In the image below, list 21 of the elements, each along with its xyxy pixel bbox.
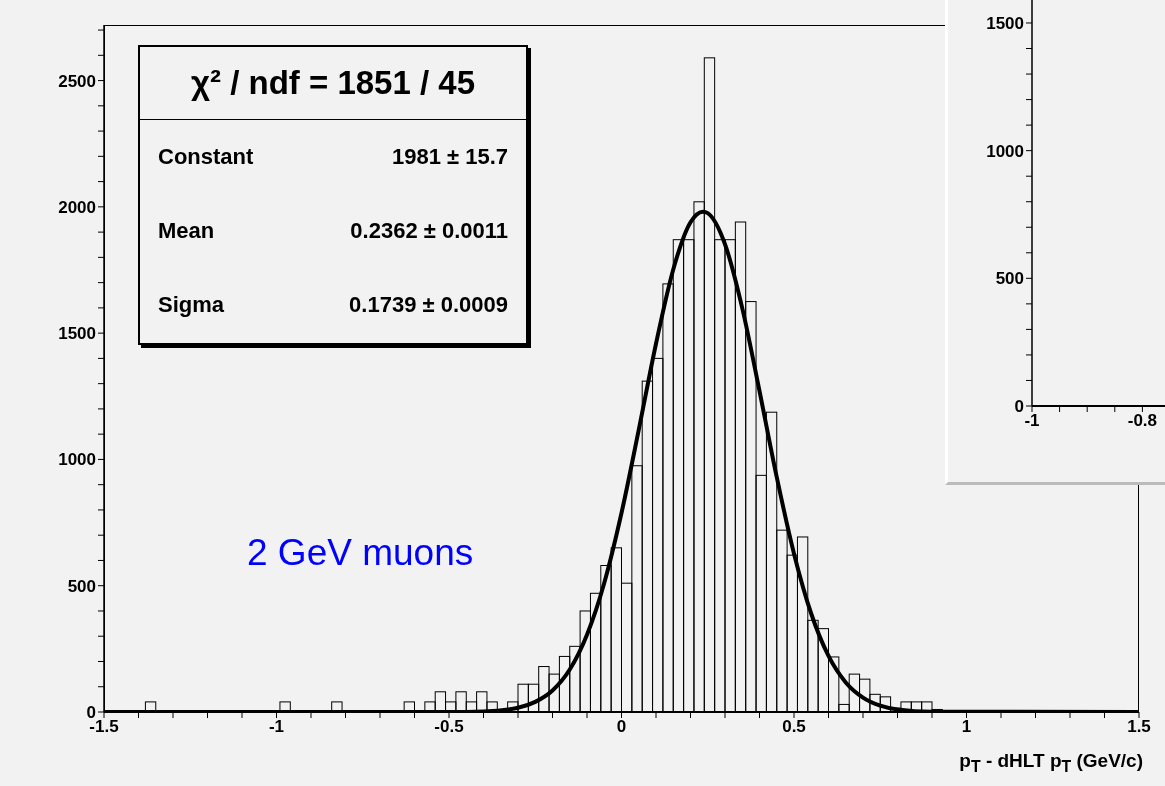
x-tick-label: -1: [1024, 411, 1040, 431]
y-tick-label: 500: [995, 269, 1024, 289]
stats-box: χ² / ndf = 1851 / 45 Constant 1981 ± 15.7 Mean 0.2362 ± 0.0011 Sigma 0.1739 ± 0.0009: [138, 45, 528, 345]
x-tick-label: 1: [961, 717, 972, 737]
x-axis-title: p$_{T}$ - dHLT p$_{T}$ (GeV/c): [959, 750, 1143, 776]
x-tick-label: -0.8: [1127, 411, 1158, 431]
x-tick-label: 0.5: [782, 717, 806, 737]
x-tick-label: -0.5: [434, 717, 464, 737]
annotation: 2 GeV muons: [247, 532, 474, 574]
y-tick-label: 1000: [986, 141, 1024, 161]
y-tick-label: 2000: [58, 197, 96, 217]
y-tick-label: 1500: [58, 324, 96, 344]
y-tick-label: 1000: [58, 450, 96, 470]
y-tick-label: 1500: [986, 14, 1024, 34]
x-tick-label: 0: [616, 717, 627, 737]
x-tick-label: 1.5: [1127, 717, 1151, 737]
y-tick-label: 0: [1014, 397, 1024, 417]
x-tick-label: -1: [268, 717, 285, 737]
y-tick-label: 2500: [58, 71, 96, 91]
y-tick-label: 500: [67, 576, 96, 596]
annotation: χ² / ndf = 1851 / 45: [140, 47, 526, 120]
